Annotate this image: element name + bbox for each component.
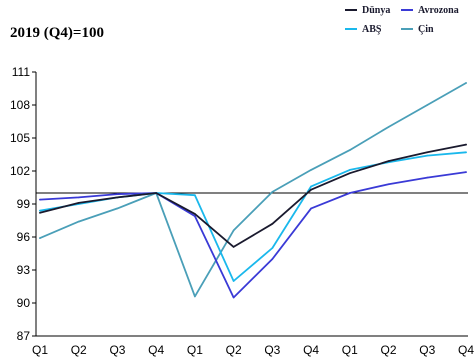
- data-point: [310, 169, 312, 171]
- x-tick-label: Q2: [226, 343, 242, 357]
- series-line: [39, 143, 467, 248]
- data-point: [387, 160, 390, 162]
- data-point: [271, 247, 274, 249]
- y-tick-label: 99: [17, 197, 31, 211]
- legend-label: Çin: [418, 24, 434, 35]
- chart-title: 2019 (Q4)=100: [10, 25, 104, 41]
- legend-label: ABŞ: [362, 24, 382, 35]
- data-point: [116, 196, 119, 199]
- data-point: [77, 202, 80, 204]
- data-point: [387, 183, 390, 185]
- data-point: [465, 143, 467, 146]
- data-point: [465, 171, 467, 173]
- x-tick-label: Q3: [109, 343, 125, 357]
- x-tick-label: Q4: [303, 343, 319, 357]
- y-axis: 87 90 93 96 99 102 105 108 111: [10, 65, 37, 343]
- data-point: [116, 193, 119, 195]
- x-tick-label: Q1: [32, 343, 48, 357]
- y-tick-label: 108: [10, 98, 30, 112]
- data-point: [39, 209, 41, 212]
- data-point: [465, 82, 467, 84]
- x-tick-label: Q1: [187, 343, 203, 357]
- data-point: [116, 207, 119, 210]
- y-tick-label: 93: [17, 263, 31, 277]
- data-point: [232, 229, 235, 232]
- data-point: [194, 295, 196, 298]
- data-point: [232, 246, 235, 248]
- legend-label: Dünya: [362, 5, 390, 16]
- data-point: [39, 198, 41, 201]
- x-tick-label: Q3: [264, 343, 280, 357]
- data-point: [271, 223, 274, 225]
- x-tick-label: Q4: [458, 343, 474, 357]
- data-point: [194, 213, 196, 215]
- y-tick-label: 111: [12, 65, 31, 79]
- y-tick-label: 102: [10, 164, 30, 178]
- series-line: [39, 82, 467, 298]
- y-tick-label: 87: [17, 329, 31, 343]
- data-point: [387, 126, 390, 128]
- data-point: [465, 151, 467, 154]
- data-point: [194, 215, 196, 217]
- data-point: [77, 220, 80, 223]
- x-tick-label: Q2: [381, 343, 397, 357]
- legend-label: Avrozona: [418, 5, 459, 16]
- data-point: [232, 296, 235, 299]
- data-point: [271, 258, 274, 260]
- data-point: [349, 169, 351, 171]
- x-tick-label: Q4: [148, 343, 164, 357]
- y-tick-label: 105: [10, 131, 30, 145]
- data-point: [426, 154, 429, 157]
- data-point: [310, 207, 312, 210]
- series-lines: [36, 82, 468, 299]
- x-axis: Q1 Q2 Q3 Q4 Q1 Q2 Q3 Q4 Q1 Q2 Q3 Q4: [32, 335, 474, 357]
- y-tick-label: 90: [17, 296, 31, 310]
- data-point: [310, 188, 312, 191]
- data-point: [77, 196, 80, 199]
- data-point: [155, 192, 157, 194]
- data-point: [310, 185, 312, 188]
- data-point: [426, 104, 429, 106]
- x-tick-label: Q2: [71, 343, 87, 357]
- data-point: [194, 194, 196, 196]
- data-point: [349, 172, 351, 174]
- legend: Dünya Avrozona ABŞ Çin: [345, 5, 459, 35]
- data-point: [39, 212, 41, 214]
- data-point: [232, 280, 235, 282]
- data-point: [349, 192, 351, 194]
- x-tick-label: Q1: [342, 343, 358, 357]
- data-point: [426, 151, 429, 154]
- series-line: [39, 171, 467, 299]
- data-point: [271, 191, 274, 193]
- data-point: [39, 237, 41, 239]
- y-tick-label: 96: [17, 230, 31, 244]
- series-line: [39, 151, 467, 282]
- data-point: [349, 149, 351, 151]
- data-point: [426, 176, 429, 179]
- x-tick-label: Q3: [419, 343, 435, 357]
